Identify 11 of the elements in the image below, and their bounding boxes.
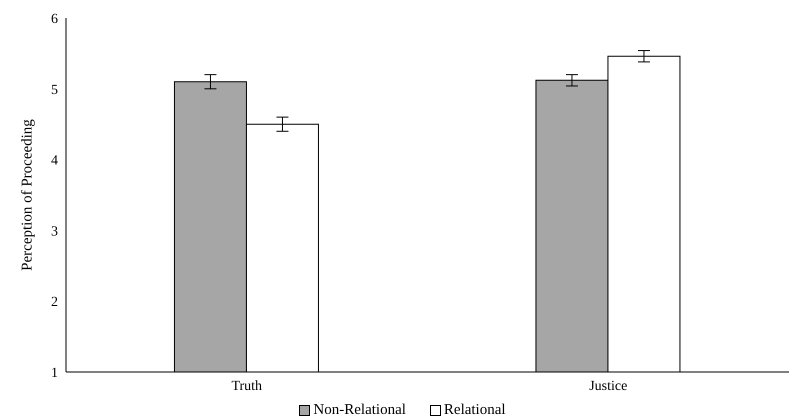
- y-axis-title: Perception of Proceeding: [19, 118, 36, 271]
- y-tick-label: 4: [51, 154, 58, 169]
- y-tick-label: 3: [51, 224, 58, 240]
- y-tick-label: 1: [51, 366, 58, 381]
- y-tick-label: 2: [51, 295, 58, 310]
- legend-label: Non-Relational: [313, 402, 406, 419]
- x-tick-label: Justice: [589, 378, 628, 394]
- x-tick-label: Truth: [231, 378, 262, 394]
- y-tick-label: 5: [51, 82, 58, 98]
- legend-label: Relational: [444, 402, 506, 419]
- y-tick-label: 6: [51, 12, 58, 27]
